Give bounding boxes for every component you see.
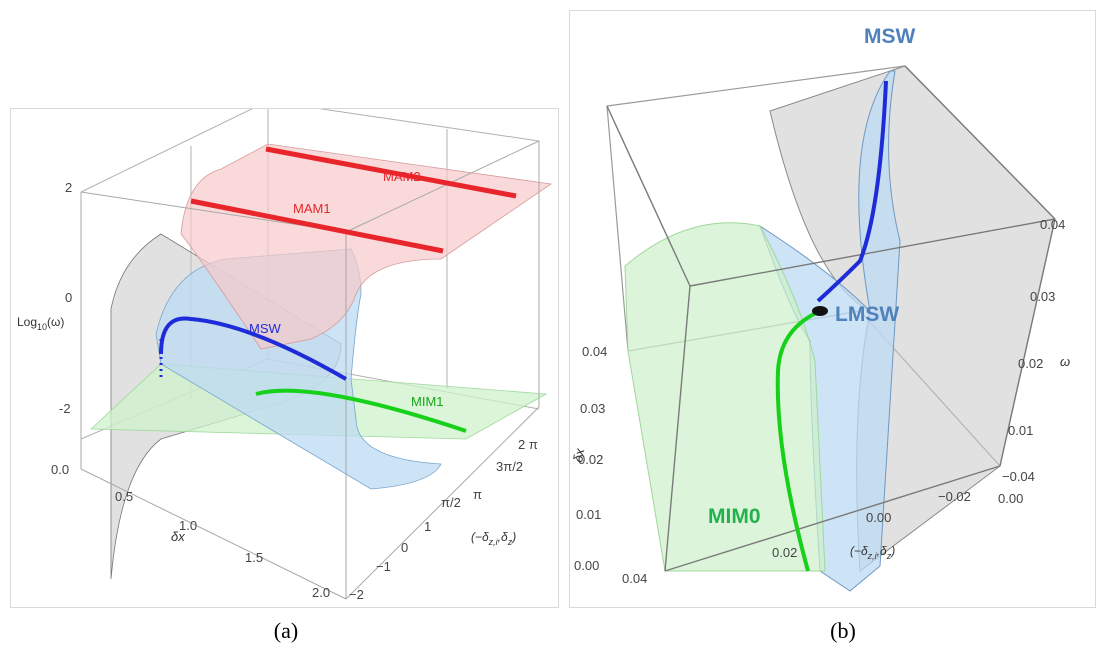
msw-curve-b [816,80,888,303]
lmsw-point [812,306,828,316]
log-omega-axis-label: Log10(ω) [17,315,64,332]
msw-curve [159,316,348,381]
dx-b-tick-2: 0.02 [578,452,603,467]
blue-surface-b [759,70,901,592]
mam2-label: MAM2 [383,169,421,184]
dz-tick-3pi-half: 3π/2 [496,459,523,474]
mam1-curve [190,198,444,254]
dz-b-tick-4: −0.04 [1002,469,1035,484]
dx-b-tick-0: 0.04 [582,344,607,359]
lmsw-label: LMSW [835,303,899,326]
mim1-curve [255,388,467,433]
panel-b-box-front [606,65,1056,572]
omega-tick-4: 0.00 [998,491,1023,506]
dz-tick-2pi: 2 π [518,437,538,452]
msw-label-b: MSW [864,25,916,48]
dz-b-tick-1: 0.02 [772,545,797,560]
omega-tick-2: 0.02 [1018,356,1043,371]
mim0-curve-b [775,311,817,572]
green-surface-b [624,222,826,572]
mam1-label: MAM1 [293,201,331,216]
dz-tick-pi: π [473,487,482,502]
msw-label: MSW [249,321,282,336]
dz-b-axis-label: (−δz,i,δz) [850,544,895,561]
panel-a-caption: (a) [273,618,299,643]
dz-tick-0: 0 [401,540,408,555]
dz-tick-neg2: −2 [349,587,364,602]
omega-tick-3: 0.01 [1008,423,1033,438]
dz-axis-label: (−δz,i,δz) [471,530,516,547]
mam2-curve [265,146,517,199]
panel-a: MAM2 MAM1 MSW MIM1 Log10(ω) 2 0 -2 δx 0.… [10,100,559,608]
panel-b-plot: MSW LMSW MIM0 0.04 0.03 0.02 0.01 0.00 ω… [570,25,1070,592]
dx-b-tick-3: 0.01 [576,507,601,522]
dz-b-tick-2: 0.00 [866,510,891,525]
dx-b-axis-label: δx [570,447,587,464]
mim0-label: MIM0 [708,505,761,528]
dz-tick-pi-half: π/2 [441,495,461,510]
panel-b-caption: (b) [830,618,856,643]
dx-tick-0: 0.0 [51,462,69,477]
dx-tick-4: 2.0 [312,585,330,600]
panel-b: MSW LMSW MIM0 0.04 0.03 0.02 0.01 0.00 ω… [569,10,1096,608]
z-tick-2: 2 [65,180,72,195]
dz-b-tick-3: −0.02 [938,489,971,504]
red-surface [180,143,553,350]
omega-tick-0: 0.04 [1040,217,1065,232]
dx-axis-label: δx [171,529,185,544]
z-tick-0: 0 [65,290,72,305]
omega-axis-label: ω [1060,354,1070,369]
dx-b-tick-1: 0.03 [580,401,605,416]
dz-b-tick-0: 0.04 [622,571,647,586]
panel-a-plot: MAM2 MAM1 MSW MIM1 Log10(ω) 2 0 -2 δx 0.… [17,100,553,602]
dx-tick-3: 1.5 [245,550,263,565]
omega-tick-1: 0.03 [1030,289,1055,304]
dx-b-tick-4: 0.00 [574,558,599,573]
dz-tick-neg1: −1 [376,559,391,574]
mim1-label: MIM1 [411,394,444,409]
dx-tick-2: 1.0 [179,518,197,533]
z-tick-neg2: -2 [59,401,71,416]
dx-tick-1: 0.5 [115,489,133,504]
dz-tick-1: 1 [424,519,431,534]
